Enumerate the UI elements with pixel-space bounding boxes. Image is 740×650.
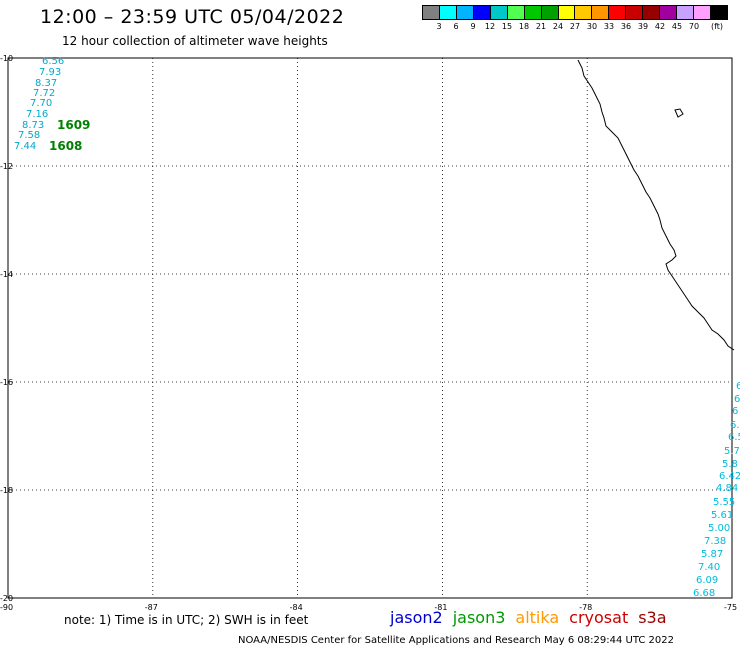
legend-swatch: [473, 6, 491, 19]
color-legend: 3 6 9 12 15 18 21 24 27 30 33 36 39 42 45 70 (ft): [422, 5, 728, 35]
swh-value-label: 7.40: [698, 562, 720, 573]
map-title: 12:00 – 23:59 UTC 05/04/2022: [40, 6, 345, 28]
legend-label: 70: [688, 22, 700, 31]
swh-value-label: 7.70: [30, 98, 52, 109]
legend-swatch: [592, 6, 610, 19]
swh-value-label: 4.84: [716, 483, 738, 494]
legend-label: 9: [470, 22, 476, 31]
legend-label: 6: [453, 22, 459, 31]
legend-label: 24: [552, 22, 564, 31]
lat-tick-label: -12: [0, 162, 13, 171]
lat-tick-label: -18: [0, 486, 13, 495]
legend-swatch: [541, 6, 559, 19]
satellite-altika: altika: [515, 608, 560, 627]
legend-label: 45: [671, 22, 683, 31]
legend-swatch: [524, 6, 542, 19]
swh-value-label: 7.72: [33, 88, 55, 99]
legend-label: 36: [620, 22, 632, 31]
legend-swatch: [507, 6, 525, 19]
swh-value-label: 5.8: [722, 459, 738, 470]
lat-tick-label: -14: [0, 270, 13, 279]
legend-swatch: [558, 6, 576, 19]
legend-label: 30: [586, 22, 598, 31]
lon-tick-label: -78: [579, 603, 592, 612]
lon-tick-label: -75: [724, 603, 737, 612]
swh-value-label: 6: [736, 381, 740, 392]
legend-label: 33: [603, 22, 615, 31]
legend-swatch: [677, 6, 694, 19]
swh-value-label: 6.56: [42, 56, 64, 67]
lon-tick-label: -87: [145, 603, 158, 612]
legend-label: 21: [535, 22, 547, 31]
legend-swatch: [626, 6, 644, 19]
satellite-jason3: jason3: [452, 608, 506, 627]
swh-value-label: 6.: [730, 420, 740, 431]
swh-value-label: 7.58: [18, 130, 40, 141]
legend-label: 39: [637, 22, 649, 31]
swh-value-label: 6.68: [693, 588, 715, 599]
lat-tick-label: -20: [0, 594, 13, 603]
swh-value-label: 5.00: [708, 523, 730, 534]
swh-value-label: 5.87: [701, 549, 723, 560]
legend-label: 18: [518, 22, 530, 31]
swh-value-label: 6.09: [696, 575, 718, 586]
legend-swatch: [490, 6, 508, 19]
island: [674, 108, 684, 118]
legend-swatch: [439, 6, 457, 19]
swh-value-label: 6: [734, 394, 740, 405]
legend-swatch: [456, 6, 474, 19]
lat-tick-label: -16: [0, 378, 13, 387]
map-subtitle: 12 hour collection of altimeter wave hei…: [62, 34, 328, 48]
swh-value-label: 7.38: [704, 536, 726, 547]
wave-height-track-north: 6.567.938.377.727.707.168.737.587.44: [14, 56, 64, 152]
legend-swatch: [694, 6, 711, 19]
legend-label: 3: [436, 22, 442, 31]
swh-value-label: 5.7: [724, 446, 740, 457]
satellite-legend: jason2 jason3 altika cryosat s3a: [390, 608, 677, 627]
legend-label: (ft): [710, 22, 724, 31]
pass-time-label: 1609: [57, 118, 90, 132]
legend-swatch: [609, 6, 627, 19]
swh-value-label: 5.61: [711, 510, 733, 521]
swh-value-label: 8.37: [35, 78, 57, 89]
swh-value-label: 6: [732, 406, 738, 417]
credit-line: NOAA/NESDIS Center for Satellite Applica…: [238, 635, 674, 646]
wave-height-track-south: 6666.6.55.75.86.424.845.555.615.007.385.…: [693, 381, 740, 599]
coastline: [577, 59, 735, 351]
satellite-s3a: s3a: [638, 608, 667, 627]
pass-time-labels: 1609 1608: [49, 118, 90, 153]
legend-color-bar: [422, 5, 728, 20]
swh-value-label: 5.55: [713, 497, 735, 508]
legend-label: 15: [501, 22, 513, 31]
legend-label: 42: [654, 22, 666, 31]
satellite-jason2: jason2: [390, 608, 443, 627]
axis-tick-labels: -90 -87 -84 -81 -78 -75 -10 -12 -14 -16 -18 -20: [0, 54, 737, 612]
swh-value-label: 7.93: [39, 67, 61, 78]
legend-label: 27: [569, 22, 581, 31]
map-frame: [7, 57, 733, 599]
lon-tick-label: -81: [434, 603, 447, 612]
lat-tick-label: -10: [0, 54, 13, 63]
swh-value-label: 7.44: [14, 141, 36, 152]
footer-note: note: 1) Time is in UTC; 2) SWH is in fe…: [64, 613, 309, 627]
legend-swatch: [643, 6, 661, 19]
pass-time-label: 1608: [49, 139, 82, 153]
swh-value-label: 6.5: [728, 432, 740, 443]
legend-swatch: [575, 6, 593, 19]
legend-swatch: [660, 6, 678, 19]
legend-label: 12: [484, 22, 496, 31]
swh-value-label: 7.16: [26, 109, 48, 120]
legend-swatch: [423, 6, 440, 19]
lon-tick-label: -84: [290, 603, 303, 612]
swh-value-label: 8.73: [22, 120, 44, 131]
swh-value-label: 6.42: [719, 471, 740, 482]
lon-tick-label: -90: [0, 603, 13, 612]
grid-lines: [8, 58, 732, 598]
legend-swatch: [710, 6, 727, 19]
satellite-cryosat: cryosat: [569, 608, 629, 627]
